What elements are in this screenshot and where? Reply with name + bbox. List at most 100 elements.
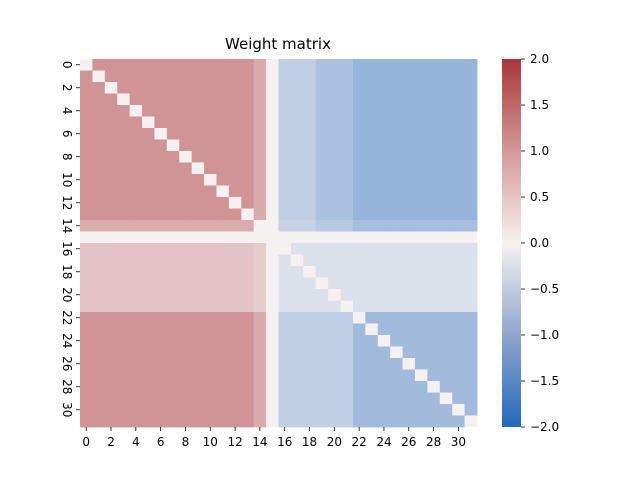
heatmap-cell [340, 59, 354, 71]
heatmap-cell [352, 59, 366, 71]
heatmap-cell [216, 277, 230, 290]
heatmap-cell [92, 231, 106, 244]
heatmap-cell [452, 208, 465, 221]
heatmap-cell [390, 289, 403, 301]
heatmap-cell [464, 346, 478, 359]
heatmap-cell [216, 254, 230, 267]
heatmap-cell [377, 346, 391, 359]
heatmap-cell [414, 243, 428, 255]
heatmap-cell [365, 151, 379, 163]
heatmap-cell [204, 174, 217, 186]
heatmap-cell [278, 369, 292, 382]
heatmap-cell [104, 312, 118, 324]
heatmap-cell [377, 323, 391, 336]
heatmap-cell [204, 208, 217, 221]
heatmap-cell [253, 139, 267, 152]
heatmap-cell [253, 128, 267, 140]
heatmap-cell [92, 243, 106, 255]
heatmap-cell [464, 220, 478, 232]
heatmap-cell [315, 231, 329, 244]
heatmap-cell [166, 243, 180, 255]
heatmap-cell [352, 358, 366, 370]
heatmap-cell [340, 220, 354, 232]
heatmap-cell [266, 116, 279, 129]
y-tick-label: 16 [60, 241, 74, 256]
heatmap-cell [352, 300, 366, 313]
heatmap-cell [117, 243, 131, 255]
heatmap-cell [166, 415, 180, 428]
heatmap-cell [340, 70, 354, 83]
heatmap-cell [390, 220, 403, 232]
heatmap-cell [104, 174, 118, 186]
heatmap-cell [191, 197, 205, 209]
heatmap-cell [365, 243, 379, 255]
heatmap-cell [427, 358, 441, 370]
heatmap-cell [439, 346, 453, 359]
heatmap-cell [464, 82, 478, 94]
heatmap-cell [414, 185, 428, 198]
heatmap-cell [204, 266, 217, 278]
heatmap-cell [92, 300, 106, 313]
heatmap-cell [129, 392, 143, 405]
heatmap-cell [154, 162, 168, 175]
heatmap-cell [241, 197, 255, 209]
heatmap-cell [129, 369, 143, 382]
heatmap-cell [228, 185, 242, 198]
heatmap-cell [365, 139, 379, 152]
heatmap-cell [142, 128, 155, 140]
heatmap-cell [402, 197, 416, 209]
heatmap-cell [390, 70, 403, 83]
heatmap-cell [92, 208, 106, 221]
heatmap-cell [154, 346, 168, 359]
heatmap-cell [452, 220, 465, 232]
heatmap-cell [402, 151, 416, 163]
heatmap-cell [278, 105, 292, 117]
colorbar-tick-label: 0.0 [530, 236, 549, 250]
heatmap-cell [104, 116, 118, 129]
heatmap-cell [179, 254, 193, 267]
heatmap-cell [402, 415, 416, 428]
heatmap-cell [253, 220, 267, 232]
heatmap-cell [340, 197, 354, 209]
heatmap-cell [427, 185, 441, 198]
heatmap-cell [439, 70, 453, 83]
heatmap-cell [328, 105, 341, 117]
heatmap-cell [290, 162, 304, 175]
chart-title: Weight matrix [225, 35, 331, 53]
heatmap-cell [452, 243, 465, 255]
heatmap-cell [315, 369, 329, 382]
heatmap-cell [117, 358, 131, 370]
heatmap-cell [340, 335, 354, 347]
heatmap-cell [92, 93, 106, 106]
heatmap-cell [315, 128, 329, 140]
heatmap-cell [253, 277, 267, 290]
heatmap-cell [241, 289, 255, 301]
heatmap-cell [427, 381, 441, 393]
y-tick-label: 12 [60, 195, 74, 210]
heatmap-cell [104, 358, 118, 370]
heatmap-cell [216, 346, 230, 359]
heatmap-cell [377, 243, 391, 255]
colorbar-tick-label: 0.5 [530, 190, 549, 204]
heatmap-cell [377, 289, 391, 301]
heatmap-cell [340, 116, 354, 129]
heatmap-cell [241, 335, 255, 347]
heatmap-cell [142, 70, 155, 83]
heatmap-cell [414, 162, 428, 175]
heatmap-cell [414, 346, 428, 359]
heatmap-cell [278, 323, 292, 336]
heatmap-cell [328, 300, 341, 313]
heatmap-cell [315, 197, 329, 209]
heatmap-cell [328, 139, 341, 152]
heatmap-cell [104, 277, 118, 290]
heatmap-cell [464, 208, 478, 221]
heatmap-cell [179, 105, 193, 117]
x-tick-label: 20 [327, 435, 342, 449]
heatmap-cell [191, 105, 205, 117]
heatmap-cell [439, 162, 453, 175]
heatmap-cell [129, 346, 143, 359]
heatmap-cell [117, 174, 131, 186]
heatmap-cell [402, 139, 416, 152]
heatmap-cell [315, 243, 329, 255]
